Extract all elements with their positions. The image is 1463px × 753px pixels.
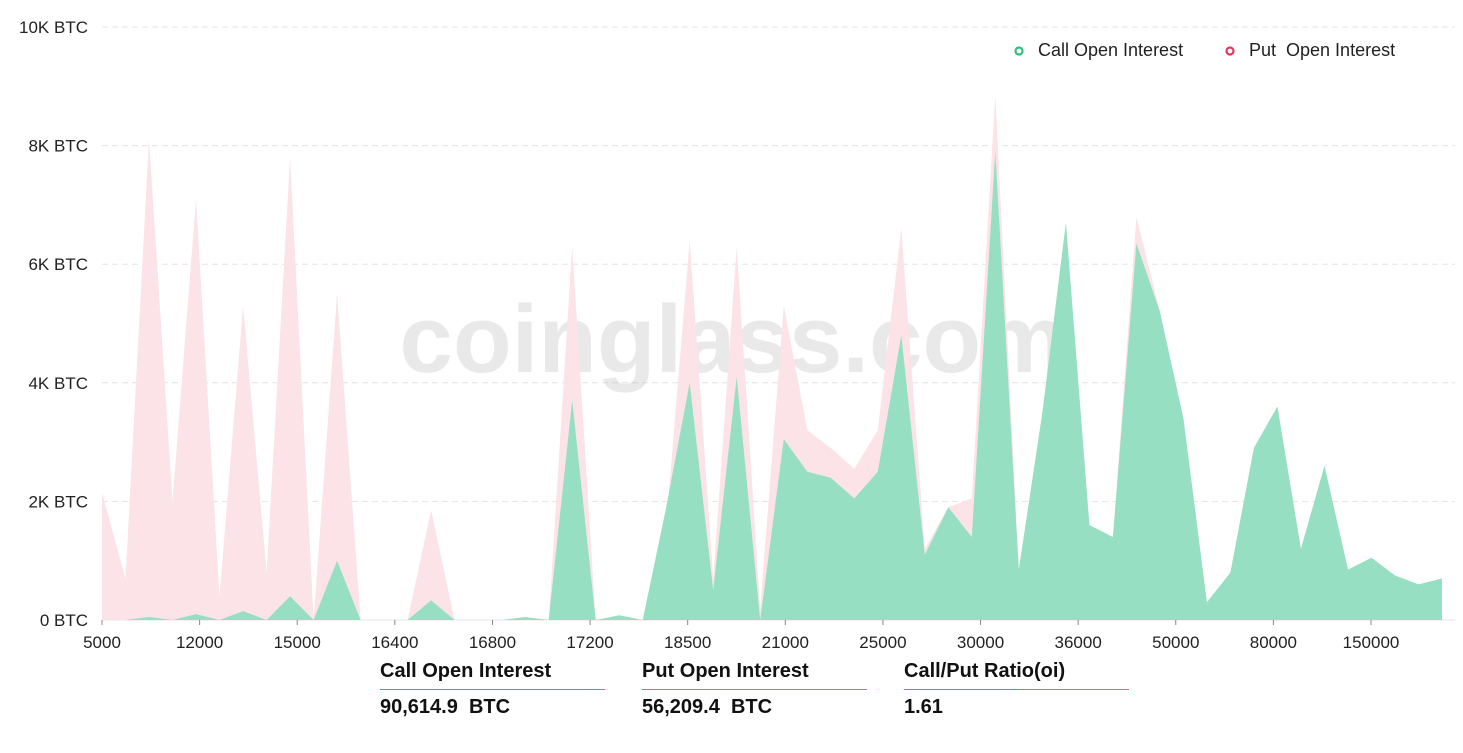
legend-call-marker-icon bbox=[1014, 46, 1024, 56]
put-oi-value: 56,209.4 BTC bbox=[642, 696, 773, 718]
x-tick-label: 50000 bbox=[1152, 633, 1199, 652]
legend-call-label: Call Open Interest bbox=[1038, 40, 1183, 60]
x-tick-label: 18500 bbox=[664, 633, 711, 652]
x-tick-label: 30000 bbox=[957, 633, 1004, 652]
x-tick-label: 25000 bbox=[859, 633, 906, 652]
x-tick-label: 12000 bbox=[176, 633, 223, 652]
put-oi-underline bbox=[642, 689, 867, 690]
x-tick-label: 36000 bbox=[1055, 633, 1102, 652]
y-tick-label: 8K BTC bbox=[28, 137, 88, 156]
x-tick-label: 16800 bbox=[469, 633, 516, 652]
x-tick-label: 17200 bbox=[566, 633, 613, 652]
legend-item-call[interactable]: Call Open Interest bbox=[1014, 40, 1184, 60]
x-tick-label: 15000 bbox=[274, 633, 321, 652]
y-tick-label: 2K BTC bbox=[28, 492, 88, 511]
y-tick-label: 6K BTC bbox=[28, 255, 88, 274]
call-oi-value: 90,614.9 BTC bbox=[380, 696, 511, 718]
legend: Call Open Interest Put Open Interest bbox=[1014, 40, 1396, 60]
x-tick-label: 16400 bbox=[371, 633, 418, 652]
y-tick-label: 10K BTC bbox=[19, 18, 88, 37]
x-tick-label: 5000 bbox=[83, 633, 121, 652]
y-tick-label: 4K BTC bbox=[28, 374, 88, 393]
call-open-interest-area[interactable] bbox=[102, 151, 1442, 621]
call-oi-label: Call Open Interest bbox=[380, 660, 552, 682]
put-oi-stat: Put Open Interest 56,209.4 BTC bbox=[642, 660, 867, 719]
x-axis-ticks: 5000 12000 15000 16400 16800 17200 18500 21000 2… bbox=[83, 620, 1399, 652]
ratio-stat: Call/Put Ratio(oi) 1.61 bbox=[904, 660, 1129, 719]
ratio-underline bbox=[904, 689, 1129, 690]
summary-stats: Call Open Interest 90,614.9 BTC Put Open… bbox=[380, 660, 1129, 719]
x-tick-label: 21000 bbox=[762, 633, 809, 652]
legend-item-put[interactable]: Put Open Interest bbox=[1225, 40, 1396, 60]
ratio-label: Call/Put Ratio(oi) bbox=[904, 660, 1066, 682]
y-tick-label: 0 BTC bbox=[40, 611, 88, 630]
legend-put-label: Put Open Interest bbox=[1249, 40, 1395, 60]
y-axis-ticks: 0 BTC 2K BTC 4K BTC 6K BTC 8K BTC 10K BTC bbox=[19, 18, 88, 630]
ratio-value: 1.61 bbox=[904, 696, 943, 718]
put-oi-label: Put Open Interest bbox=[642, 660, 809, 682]
call-oi-underline bbox=[380, 689, 605, 690]
legend-put-marker-icon bbox=[1225, 46, 1235, 56]
x-tick-label: 150000 bbox=[1343, 633, 1400, 652]
x-tick-label: 80000 bbox=[1250, 633, 1297, 652]
call-oi-stat: Call Open Interest 90,614.9 BTC bbox=[380, 660, 605, 719]
